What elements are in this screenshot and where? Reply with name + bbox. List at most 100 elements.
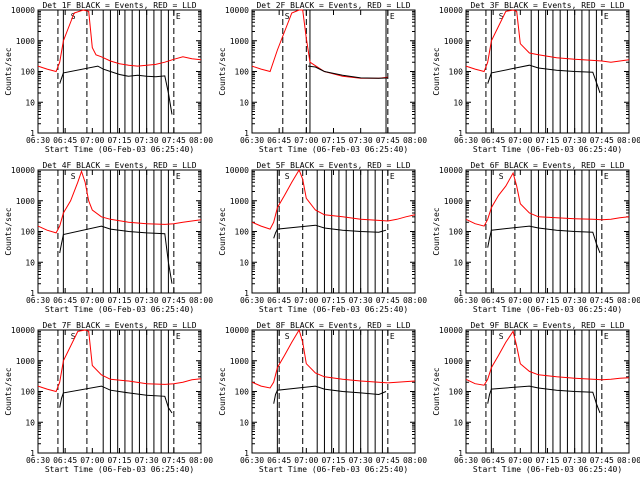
chart-panel-7: Det 7F BLACK = Events, RED = LLD 1 10 100 10…: [4, 321, 213, 474]
x-axis-label: Start Time (06-Feb-03 06:25:40): [259, 465, 408, 474]
y-tick-label: 10000: [225, 166, 249, 175]
x-tick-label: 07:30: [135, 296, 159, 305]
x-tick-label: 06:30: [240, 136, 264, 145]
x-tick-label: 07:30: [349, 456, 373, 465]
y-tick-label: 100: [21, 388, 36, 397]
series-lld-line: [465, 171, 630, 227]
y-tick-label: 1000: [16, 357, 35, 366]
x-tick-label: 07:00: [508, 136, 532, 145]
series-lld-line: [251, 9, 388, 79]
x-tick-label: 07:00: [294, 296, 318, 305]
y-tick-label: 10000: [439, 6, 463, 15]
y-tick-label: 1: [458, 289, 463, 298]
x-tick-label: 07:45: [162, 136, 186, 145]
y-tick-label: 10: [239, 98, 249, 107]
x-tick-label: 07:30: [349, 296, 373, 305]
chart-title: Det 2F BLACK = Events, RED = LLD: [256, 1, 410, 10]
y-tick-label: 10000: [439, 326, 463, 335]
y-tick-label: 1000: [16, 197, 35, 206]
plot-frame: [465, 9, 630, 134]
y-tick-label: 1000: [444, 357, 463, 366]
x-tick-label: 06:30: [454, 296, 478, 305]
x-axis-label: Start Time (06-Feb-03 06:25:40): [45, 305, 194, 314]
x-tick-label: 06:30: [240, 456, 264, 465]
x-tick-label: 07:15: [535, 296, 559, 305]
y-tick-label: 1000: [444, 197, 463, 206]
annotation-end: E: [176, 172, 181, 181]
x-tick-label: 07:00: [80, 136, 104, 145]
x-tick-label: 07:15: [321, 456, 345, 465]
x-tick-label: 07:00: [80, 296, 104, 305]
series-lld-line: [465, 330, 630, 386]
y-tick-label: 10000: [439, 166, 463, 175]
y-tick-label: 10: [453, 418, 463, 427]
annotation-end: E: [176, 12, 181, 21]
y-tick-label: 10: [25, 258, 35, 267]
y-tick-label: 1: [30, 289, 35, 298]
x-tick-label: 07:45: [376, 136, 400, 145]
chart-title: Det 5F BLACK = Events, RED = LLD: [256, 161, 410, 170]
chart-panel-1: Det 1F BLACK = Events, RED = LLD 1 10 100 10…: [4, 1, 213, 154]
chart-title: Det 4F BLACK = Events, RED = LLD: [42, 161, 196, 170]
chart-panel-8: Det 8F BLACK = Events, RED = LLD 1 10 100 10…: [218, 321, 427, 474]
series-lld-line: [37, 329, 202, 393]
x-tick-label: 06:30: [26, 136, 50, 145]
x-tick-label: 07:45: [376, 296, 400, 305]
annotation-start: S: [499, 332, 504, 341]
x-axis-label: Start Time (06-Feb-03 06:25:40): [259, 305, 408, 314]
annotation-start: S: [499, 172, 504, 181]
chart-panel-5: Det 5F BLACK = Events, RED = LLD 1 10 100 10…: [218, 161, 427, 314]
plot-frame: [37, 169, 202, 294]
annotation-end: E: [604, 332, 609, 341]
x-tick-label: 07:45: [376, 456, 400, 465]
x-tick-label: 06:45: [53, 296, 77, 305]
y-tick-label: 100: [449, 228, 464, 237]
y-tick-label: 10: [453, 98, 463, 107]
series-events-line: [487, 385, 601, 414]
y-axis-label: Counts/sec: [4, 367, 13, 415]
x-tick-label: 07:30: [135, 136, 159, 145]
x-tick-label: 07:45: [590, 136, 614, 145]
x-tick-label: 06:45: [267, 296, 291, 305]
annotation-end: E: [176, 332, 181, 341]
series-lld-line: [37, 9, 202, 73]
x-tick-label: 07:00: [508, 456, 532, 465]
x-tick-label: 06:45: [481, 136, 505, 145]
plot-frame: [37, 9, 202, 134]
series-events-line: [59, 385, 173, 414]
x-tick-label: 07:45: [590, 456, 614, 465]
y-tick-label: 1: [458, 129, 463, 138]
x-tick-label: 08:00: [403, 456, 427, 465]
chart-title: Det 6F BLACK = Events, RED = LLD: [470, 161, 624, 170]
series-events-line: [308, 65, 388, 79]
y-tick-label: 1000: [230, 357, 249, 366]
y-tick-label: 100: [449, 68, 464, 77]
y-tick-label: 1000: [16, 37, 35, 46]
x-tick-label: 08:00: [617, 136, 640, 145]
chart-panel-9: Det 9F BLACK = Events, RED = LLD 1 10 100 10…: [432, 321, 640, 474]
series-lld-line: [251, 328, 416, 389]
x-tick-label: 06:30: [26, 296, 50, 305]
x-tick-label: 08:00: [403, 136, 427, 145]
annotation-start: S: [285, 332, 290, 341]
x-tick-label: 07:00: [294, 136, 318, 145]
x-axis-label: Start Time (06-Feb-03 06:25:40): [473, 145, 622, 154]
chart-title: Det 8F BLACK = Events, RED = LLD: [256, 321, 410, 330]
y-axis-label: Counts/sec: [218, 367, 227, 415]
x-tick-label: 08:00: [403, 296, 427, 305]
y-tick-label: 10000: [225, 326, 249, 335]
series-lld-line: [465, 9, 630, 73]
series-events-line: [487, 64, 601, 94]
x-tick-label: 06:30: [26, 456, 50, 465]
y-axis-label: Counts/sec: [218, 47, 227, 95]
series-events-line: [273, 385, 387, 404]
y-tick-label: 10: [239, 418, 249, 427]
y-tick-label: 10: [453, 258, 463, 267]
y-tick-label: 10: [25, 98, 35, 107]
x-tick-label: 06:30: [454, 136, 478, 145]
x-axis-label: Start Time (06-Feb-03 06:25:40): [259, 145, 408, 154]
x-tick-label: 06:45: [481, 296, 505, 305]
x-tick-label: 07:30: [135, 456, 159, 465]
x-tick-label: 07:15: [107, 136, 131, 145]
